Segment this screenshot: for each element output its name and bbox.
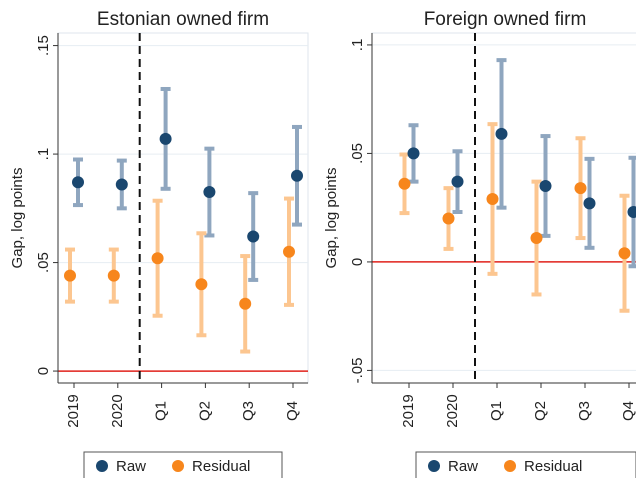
point <box>574 182 587 195</box>
point <box>398 177 411 190</box>
x-tick-label: Q4 <box>620 401 636 421</box>
point <box>442 212 455 225</box>
legend-marker <box>504 460 517 472</box>
x-tick-label: 2020 <box>109 394 126 427</box>
legend-label: Residual <box>192 458 250 475</box>
point <box>72 176 84 189</box>
x-tick-label: Q3 <box>240 401 257 421</box>
point <box>627 206 636 219</box>
point <box>247 230 260 243</box>
y-tick-label: .05 <box>35 252 52 273</box>
point <box>618 247 631 260</box>
legend-label: Raw <box>448 458 478 475</box>
y-axis-title: Gap, log points <box>9 168 26 269</box>
y-tick-label: -.05 <box>349 357 366 383</box>
legend-label: Raw <box>116 458 146 475</box>
point <box>64 269 76 282</box>
point <box>583 197 596 210</box>
legend-marker <box>96 460 108 472</box>
legend-box <box>415 451 636 478</box>
point <box>495 127 508 140</box>
y-tick-label: .05 <box>349 143 366 164</box>
chart-title: Foreign owned firm <box>424 9 587 30</box>
x-tick-label: 2019 <box>400 394 417 427</box>
y-tick-label: 0 <box>349 258 366 266</box>
legend-marker <box>428 460 440 472</box>
x-tick-label: Q1 <box>153 401 170 421</box>
legend-label: Residual <box>524 458 582 475</box>
point <box>530 232 543 245</box>
x-tick-label: Q3 <box>576 401 593 421</box>
legend-marker <box>172 460 185 472</box>
point <box>486 192 499 205</box>
point <box>159 132 172 145</box>
point <box>539 179 552 192</box>
x-tick-label: Q2 <box>196 401 213 421</box>
x-tick-label: Q4 <box>284 401 301 421</box>
point <box>283 245 295 258</box>
point <box>407 147 420 160</box>
plot-area <box>57 32 309 384</box>
x-tick-label: Q2 <box>532 401 549 421</box>
x-tick-label: Q1 <box>488 401 505 421</box>
y-tick-label: .1 <box>35 148 52 161</box>
point <box>151 252 164 265</box>
point <box>115 178 128 191</box>
chart-title: Estonian owned firm <box>97 9 269 30</box>
point <box>291 169 303 182</box>
y-tick-label: .1 <box>349 39 366 52</box>
x-tick-label: 2019 <box>65 394 82 427</box>
y-tick-label: .15 <box>35 35 52 56</box>
point <box>195 278 208 291</box>
point <box>203 186 216 199</box>
x-tick-label: 2020 <box>444 394 461 427</box>
y-tick-label: 0 <box>35 367 52 375</box>
point <box>239 297 252 310</box>
y-axis-title: Gap, log points <box>323 168 340 269</box>
point <box>451 175 464 188</box>
point <box>107 269 120 282</box>
